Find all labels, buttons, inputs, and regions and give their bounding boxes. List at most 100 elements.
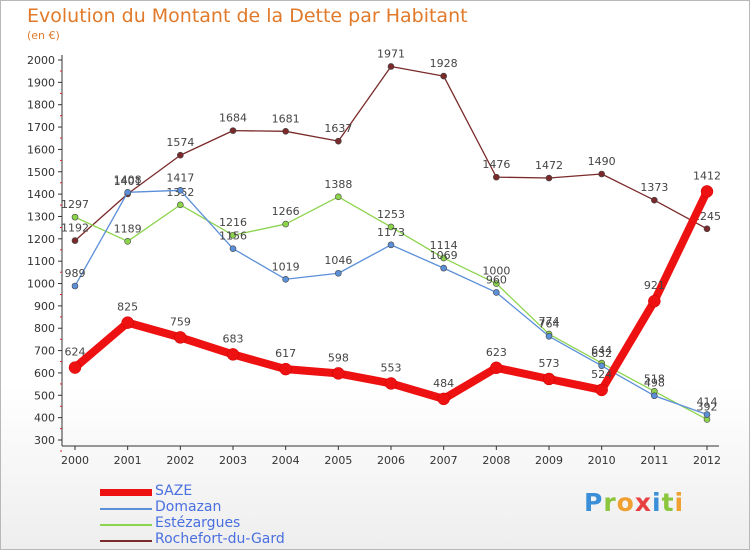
- data-label: 1971: [377, 47, 405, 60]
- chart-subtitle: (en €): [27, 29, 60, 42]
- data-point: [648, 294, 661, 308]
- data-label: 1373: [640, 181, 668, 194]
- data-label: 623: [486, 346, 507, 359]
- data-point: [387, 241, 395, 249]
- x-tick-label: 2006: [377, 454, 405, 467]
- data-label: 683: [223, 332, 244, 345]
- logo-letter: i: [652, 488, 662, 517]
- legend-swatch-saze: [100, 489, 152, 496]
- data-point: [700, 185, 714, 198]
- data-point: [598, 362, 605, 370]
- y-tick-label: 900: [34, 300, 55, 313]
- data-label: 1928: [430, 57, 458, 70]
- data-label: 1476: [482, 158, 510, 171]
- data-label: 1412: [693, 169, 721, 182]
- logo-letter: r: [603, 488, 617, 517]
- x-tick-label: 2001: [114, 454, 142, 467]
- proxiti-logo: Proxiti: [584, 488, 684, 517]
- y-tick-label: 1800: [27, 99, 55, 112]
- data-label: 617: [275, 347, 296, 360]
- data-point: [282, 220, 289, 228]
- legend-label-rochefort: Rochefort-du-Gard: [155, 531, 285, 547]
- data-point: [71, 237, 79, 244]
- legend-item-domazan: Domazan: [100, 499, 400, 516]
- y-tick-label: 1000: [27, 278, 55, 291]
- data-label: 764: [539, 317, 560, 330]
- data-label: 1684: [219, 112, 247, 125]
- data-point: [177, 187, 184, 194]
- data-label: 1266: [272, 205, 300, 218]
- data-point: [440, 264, 447, 272]
- data-point: [651, 392, 658, 400]
- data-label: 1401: [114, 175, 142, 188]
- y-tick-label: 500: [34, 389, 55, 402]
- x-tick-label: 2008: [482, 454, 510, 467]
- data-point: [121, 316, 134, 329]
- data-label: 1192: [61, 222, 89, 235]
- data-label: 1156: [219, 230, 247, 243]
- y-tick-label: 400: [34, 412, 55, 425]
- data-point: [335, 269, 342, 277]
- data-label: 553: [381, 361, 402, 374]
- data-label: 989: [65, 267, 86, 280]
- x-tick-label: 2003: [219, 454, 247, 467]
- data-point: [437, 392, 450, 406]
- data-label: 632: [591, 347, 612, 360]
- data-point: [493, 289, 500, 296]
- y-tick-label: 300: [34, 434, 55, 447]
- data-point: [703, 411, 711, 418]
- y-tick-label: 1300: [27, 210, 55, 223]
- data-point: [229, 231, 237, 239]
- data-label: 1637: [324, 122, 352, 135]
- data-point: [71, 282, 79, 290]
- data-label: 392: [697, 400, 718, 413]
- data-label: 1173: [377, 226, 405, 239]
- logo-letter: i: [674, 488, 685, 517]
- data-point: [440, 254, 447, 262]
- data-point: [229, 127, 237, 134]
- x-tick-label: 2010: [588, 454, 616, 467]
- data-label: 1253: [377, 208, 405, 221]
- x-tick-label: 2009: [535, 454, 563, 467]
- data-point: [174, 331, 187, 344]
- data-point: [332, 367, 345, 380]
- y-tick-label: 1400: [27, 188, 55, 201]
- x-tick-label: 2007: [430, 454, 458, 467]
- y-tick-label: 1100: [27, 255, 55, 268]
- data-point: [703, 225, 711, 233]
- data-label: 1046: [324, 254, 352, 267]
- data-label: 598: [328, 351, 349, 364]
- data-point: [542, 372, 556, 386]
- legend-swatch-rochefort: [100, 540, 152, 542]
- data-point: [335, 137, 342, 145]
- logo-letter: o: [616, 488, 635, 517]
- x-tick-label: 2004: [272, 454, 300, 467]
- data-label: 414: [697, 396, 718, 409]
- legend: SAZE Domazan Estézargues Rochefort-du-Ga…: [100, 483, 400, 548]
- data-point: [493, 280, 500, 287]
- data-point: [490, 361, 503, 375]
- data-point: [226, 348, 240, 361]
- data-label: 573: [539, 357, 560, 370]
- data-label: 1216: [219, 216, 247, 229]
- logo-letter: t: [661, 488, 675, 517]
- data-label: 1417: [166, 171, 194, 184]
- data-label: 518: [644, 372, 665, 385]
- data-label: 1189: [114, 222, 142, 235]
- chart-title: Evolution du Montant de la Dette par Hab…: [27, 5, 468, 27]
- logo-letter: P: [584, 488, 604, 517]
- x-tick-label: 2000: [61, 454, 89, 467]
- data-label: 1574: [166, 136, 194, 149]
- logo-letter: x: [634, 488, 652, 517]
- data-point: [440, 72, 447, 80]
- data-point: [545, 174, 553, 182]
- data-point: [384, 377, 398, 390]
- data-label: 960: [486, 273, 507, 286]
- data-point: [68, 361, 82, 374]
- legend-item-estezargues: Estézargues: [100, 515, 400, 532]
- data-point: [387, 63, 395, 70]
- y-tick-label: 700: [34, 345, 55, 358]
- data-label: 1490: [588, 155, 616, 168]
- legend-label-saze: SAZE: [155, 483, 193, 499]
- y-tick-label: 800: [34, 322, 55, 335]
